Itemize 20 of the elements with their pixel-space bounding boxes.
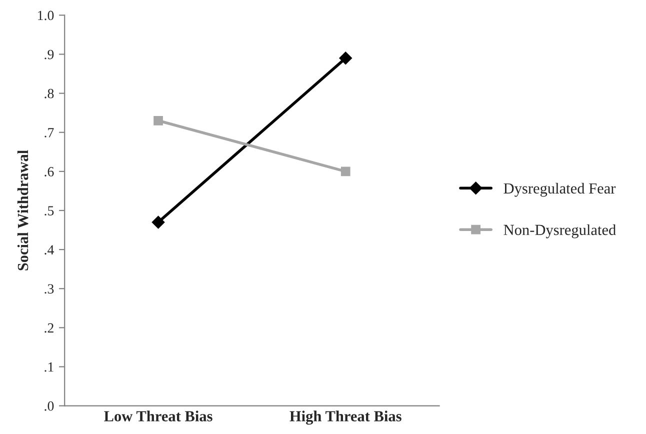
- y-tick-label: .0: [44, 401, 54, 411]
- y-axis-title: Social Withdrawal: [17, 150, 28, 270]
- point: [339, 52, 352, 65]
- y-tick-label: .4: [44, 245, 54, 255]
- point: [340, 166, 350, 176]
- legend-label: Dysregulated Fear: [504, 182, 616, 197]
- y-tick-label: .5: [44, 206, 54, 216]
- point: [154, 116, 163, 126]
- y-tick-label: .2: [44, 323, 54, 333]
- y-tick-label: 1.0: [38, 10, 54, 20]
- y-tick-label: .7: [44, 128, 54, 138]
- x-tick-label: High Threat Bias: [290, 410, 402, 425]
- x-tick-label: Low Threat Bias: [104, 410, 212, 422]
- legend-label: Non-Dysregulated: [504, 224, 616, 238]
- y-tick-label: .6: [44, 167, 54, 176]
- y-tick-label: .8: [44, 88, 54, 98]
- y-tick-label: .1: [44, 362, 54, 372]
- y-tick-label: .3: [44, 284, 54, 294]
- y-tick-label: .9: [44, 50, 54, 60]
- point: [152, 216, 165, 229]
